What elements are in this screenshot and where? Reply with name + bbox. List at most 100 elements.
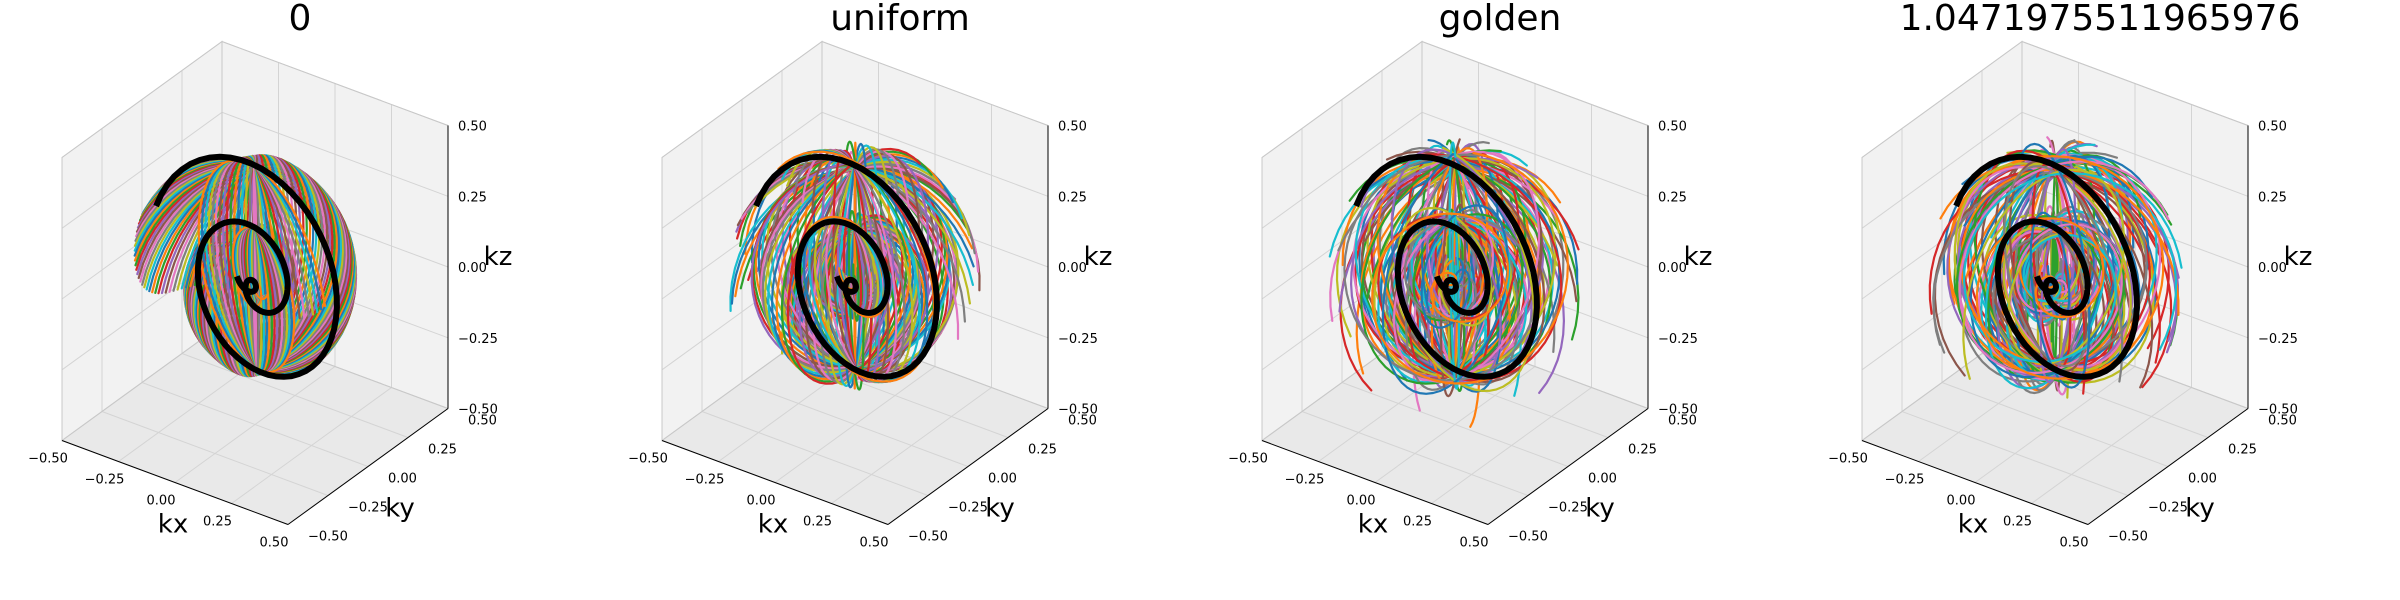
x-tick-label: 0.00 — [1347, 494, 1376, 509]
y-tick-label: 0.00 — [388, 472, 417, 487]
y-tick-label: −0.50 — [308, 530, 348, 545]
y-tick-label: 0.50 — [1668, 414, 1697, 429]
y-tick-label: 0.00 — [1588, 472, 1617, 487]
y-tick-label: −0.25 — [348, 501, 388, 516]
x-axis-line — [1861, 440, 2089, 525]
x-tick-label: 0.25 — [203, 515, 232, 530]
z-axis-label: kz — [1084, 242, 1113, 272]
x-axis-label: kx — [1358, 510, 1388, 540]
x-tick-label: 0.25 — [2003, 515, 2032, 530]
y-axis-label: ky — [2185, 494, 2215, 524]
y-tick-label: 0.25 — [2228, 443, 2257, 458]
z-tick-label: 0.50 — [1658, 120, 1687, 135]
z-tick-label: 0.00 — [1058, 261, 1087, 276]
panel-4: −0.50−0.50−0.50−0.25−0.25−0.250.000.000.… — [1828, 0, 2312, 551]
z-tick-label: 0.50 — [458, 120, 487, 135]
y-tick-label: 0.50 — [468, 414, 497, 429]
panel-3: −0.50−0.50−0.50−0.25−0.25−0.250.000.000.… — [1228, 0, 1712, 551]
x-tick-label: 0.50 — [260, 536, 289, 551]
tick-labels: −0.50−0.50−0.50−0.25−0.25−0.250.000.000.… — [28, 120, 498, 551]
axes — [1861, 125, 2249, 525]
y-tick-label: 0.50 — [2268, 414, 2297, 429]
z-tick-label: 0.25 — [1058, 190, 1087, 205]
y-axis-line — [287, 408, 449, 525]
x-tick-label: −0.25 — [685, 473, 725, 488]
y-tick-label: −0.50 — [2108, 530, 2148, 545]
z-tick-label: 0.00 — [458, 261, 487, 276]
y-tick-label: −0.50 — [908, 530, 948, 545]
y-tick-label: −0.25 — [2148, 501, 2188, 516]
tick-labels: −0.50−0.50−0.50−0.25−0.25−0.250.000.000.… — [1228, 120, 1698, 551]
y-tick-label: −0.25 — [948, 501, 988, 516]
z-tick-label: 0.50 — [1058, 120, 1087, 135]
z-tick-label: −0.50 — [1058, 403, 1098, 418]
y-axis-label: ky — [1585, 494, 1615, 524]
tick-labels: −0.50−0.50−0.50−0.25−0.25−0.250.000.000.… — [628, 120, 1098, 551]
x-tick-label: −0.50 — [1228, 452, 1268, 467]
z-tick-label: −0.50 — [2258, 403, 2298, 418]
x-axis-label: kx — [158, 510, 188, 540]
y-tick-label: 0.50 — [1068, 414, 1097, 429]
y-axis-label: ky — [985, 494, 1015, 524]
x-axis-line — [61, 440, 289, 525]
y-axis-line — [887, 408, 1049, 525]
highlighted-trajectory — [1353, 153, 1540, 380]
z-tick-label: −0.50 — [458, 403, 498, 418]
panel-title: 0 — [289, 0, 312, 39]
x-tick-label: 0.25 — [1403, 515, 1432, 530]
y-tick-label: 0.25 — [1628, 443, 1657, 458]
x-tick-label: −0.50 — [1828, 452, 1868, 467]
axes — [661, 125, 1049, 525]
z-tick-label: −0.25 — [458, 332, 498, 347]
x-tick-label: −0.25 — [85, 473, 125, 488]
x-tick-label: 0.00 — [147, 494, 176, 509]
tick-labels: −0.50−0.50−0.50−0.25−0.25−0.250.000.000.… — [1828, 120, 2298, 551]
x-tick-label: −0.50 — [628, 452, 668, 467]
y-tick-label: 0.00 — [2188, 472, 2217, 487]
panel-title: golden — [1439, 0, 1562, 39]
z-tick-label: −0.25 — [2258, 332, 2298, 347]
x-axis-label: kx — [1958, 510, 1988, 540]
axes — [61, 125, 449, 525]
panel-title: 1.0471975511965976 — [1900, 0, 2301, 39]
x-axis-label: kx — [758, 510, 788, 540]
highlighted-trajectory — [1953, 153, 2140, 380]
z-tick-label: 0.00 — [2258, 261, 2287, 276]
z-tick-label: 0.00 — [1658, 261, 1687, 276]
x-tick-label: 0.50 — [860, 536, 889, 551]
z-tick-label: 0.25 — [2258, 190, 2287, 205]
trajectory-line — [853, 141, 857, 390]
panel-title: uniform — [830, 0, 970, 39]
z-axis-label: kz — [484, 242, 513, 272]
highlighted-trajectory — [153, 153, 340, 380]
z-tick-label: 0.50 — [2258, 120, 2287, 135]
x-tick-label: 0.00 — [1947, 494, 1976, 509]
y-tick-label: −0.25 — [1548, 501, 1588, 516]
z-tick-label: −0.50 — [1658, 403, 1698, 418]
y-tick-label: 0.25 — [428, 443, 457, 458]
z-axis-label: kz — [1684, 242, 1713, 272]
z-tick-label: 0.25 — [1658, 190, 1687, 205]
x-tick-label: −0.50 — [28, 452, 68, 467]
x-axis-line — [661, 440, 889, 525]
x-tick-label: 0.50 — [2060, 536, 2089, 551]
z-axis-label: kz — [2284, 242, 2313, 272]
y-tick-label: 0.25 — [1028, 443, 1057, 458]
z-tick-label: 0.25 — [458, 190, 487, 205]
x-tick-label: −0.25 — [1885, 473, 1925, 488]
y-axis-line — [2087, 408, 2249, 525]
y-tick-label: 0.00 — [988, 472, 1017, 487]
y-axis-label: ky — [385, 494, 415, 524]
y-axis-line — [1487, 408, 1649, 525]
highlighted-trajectory — [753, 153, 940, 380]
x-tick-label: −0.25 — [1285, 473, 1325, 488]
x-axis-line — [1261, 440, 1489, 525]
z-tick-label: −0.25 — [1658, 332, 1698, 347]
z-tick-label: −0.25 — [1058, 332, 1098, 347]
x-tick-label: 0.00 — [747, 494, 776, 509]
x-tick-label: 0.25 — [803, 515, 832, 530]
y-tick-label: −0.50 — [1508, 530, 1548, 545]
panel-2: −0.50−0.50−0.50−0.25−0.25−0.250.000.000.… — [628, 0, 1112, 551]
axes — [1261, 125, 1649, 525]
